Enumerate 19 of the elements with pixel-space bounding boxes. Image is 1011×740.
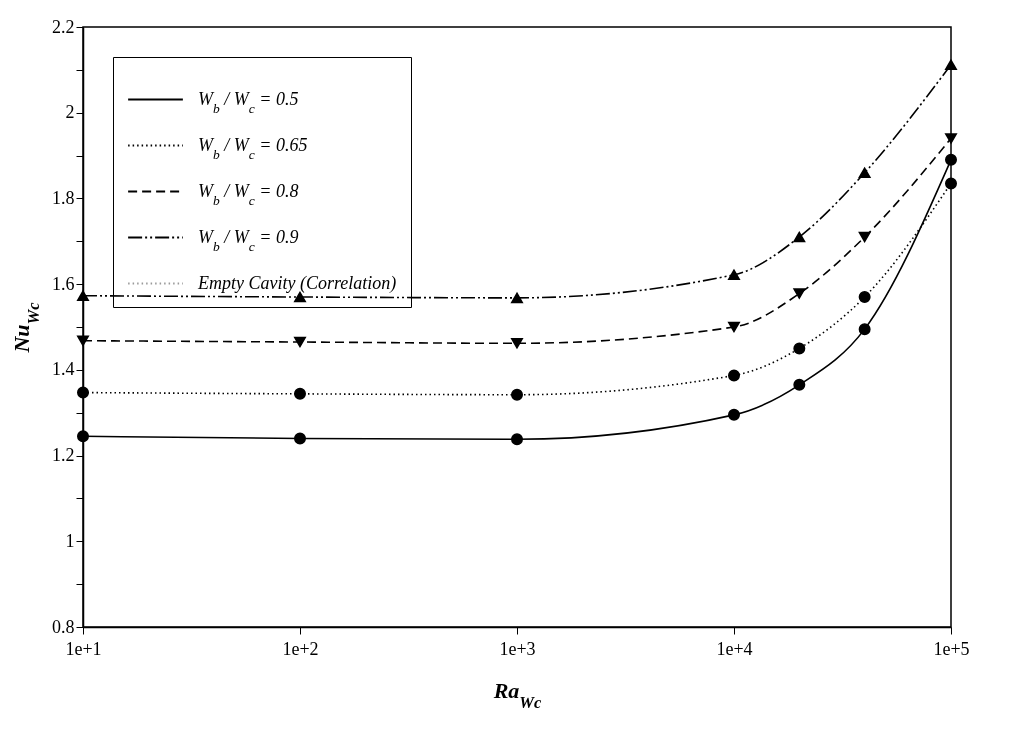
x-tick-label: 1e+1 [65,638,102,659]
legend-label: W$_{b}$ / W$_{c}$ = 0.65 [198,134,308,161]
y-tick-label: 1 [65,530,75,551]
y-tick-label: 2 [65,102,75,123]
x-tick-label: 1e+4 [716,638,753,659]
x-tick-label: 1e+3 [499,638,536,659]
y-tick-label: 1.6 [52,273,75,294]
y-tick-label: 1.2 [52,445,75,466]
y-tick-label: 2.2 [52,16,75,37]
x-tick-label: 1e+2 [282,638,319,659]
legend-label: W$_{b}$ / W$_{c}$ = 0.9 [198,226,299,253]
y-tick-label: 1.4 [52,359,75,380]
legend-label: W$_{b}$ / W$_{c}$ = 0.8 [198,180,299,207]
legend-label: Empty Cavity (Correlation) [197,272,397,294]
y-tick-label: 1.8 [52,187,75,208]
legend-label: W$_{b}$ / W$_{c}$ = 0.5 [198,88,299,115]
x-axis-title: Ra$_{Wc}$ [492,677,543,711]
y-tick-label: 0.8 [52,616,75,637]
x-tick-label: 1e+5 [933,638,970,659]
